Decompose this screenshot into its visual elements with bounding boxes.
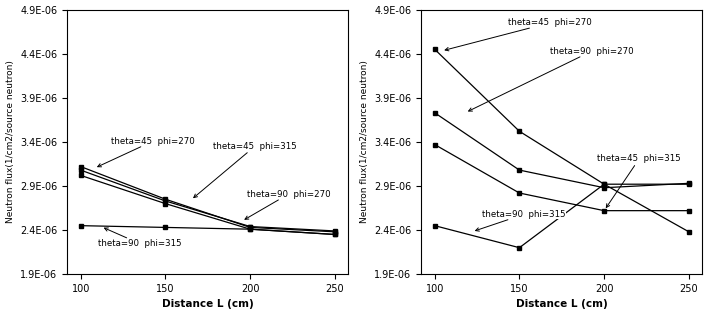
Text: theta=45  phi=315: theta=45 phi=315: [194, 142, 297, 198]
Text: theta=45  phi=270: theta=45 phi=270: [445, 19, 591, 51]
Y-axis label: Neutron flux(1/cm2/source neutron): Neutron flux(1/cm2/source neutron): [360, 60, 369, 223]
Y-axis label: Neutron flux(1/cm2/source neutron): Neutron flux(1/cm2/source neutron): [6, 60, 15, 223]
Text: theta=90  phi=270: theta=90 phi=270: [469, 47, 634, 111]
Text: theta=45  phi=270: theta=45 phi=270: [98, 137, 195, 167]
Text: theta=90  phi=315: theta=90 phi=315: [476, 210, 566, 231]
Text: theta=90  phi=315: theta=90 phi=315: [98, 228, 181, 248]
Text: theta=90  phi=270: theta=90 phi=270: [245, 190, 331, 219]
X-axis label: Distance L (cm): Distance L (cm): [162, 300, 253, 309]
X-axis label: Distance L (cm): Distance L (cm): [516, 300, 607, 309]
Text: theta=45  phi=315: theta=45 phi=315: [598, 154, 681, 208]
